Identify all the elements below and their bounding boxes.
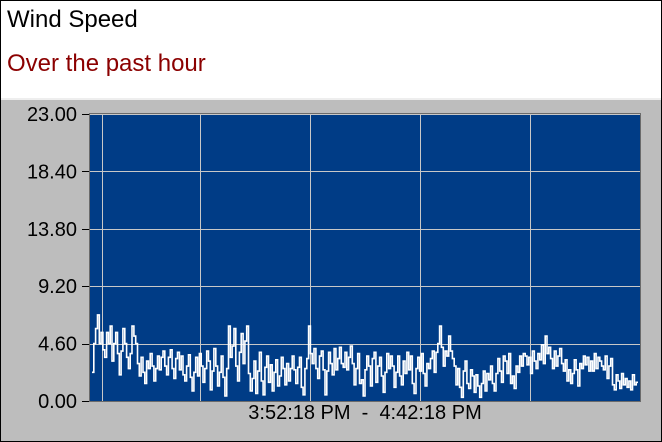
y-tick-label: 9.20: [38, 276, 77, 298]
wind-speed-series-line: [92, 314, 638, 399]
plot-frame: [89, 113, 641, 402]
x-axis-time-range: 3:52:18 PM - 4:42:18 PM: [248, 402, 482, 424]
y-tick-label: 18.40: [27, 161, 77, 183]
chart-subtitle: Over the past hour: [7, 50, 206, 77]
y-tick-label: 4.60: [38, 334, 77, 356]
chart-header: Wind Speed Over the past hour: [1, 1, 661, 98]
y-tick-label: 13.80: [27, 219, 77, 241]
y-axis-ticks: 0.00 4.60 9.20 13.80 18.40 23.00: [27, 104, 90, 413]
chart-title: Wind Speed: [7, 6, 138, 33]
y-tick-label: 0.00: [38, 391, 77, 413]
y-tick-label: 23.00: [27, 104, 77, 126]
